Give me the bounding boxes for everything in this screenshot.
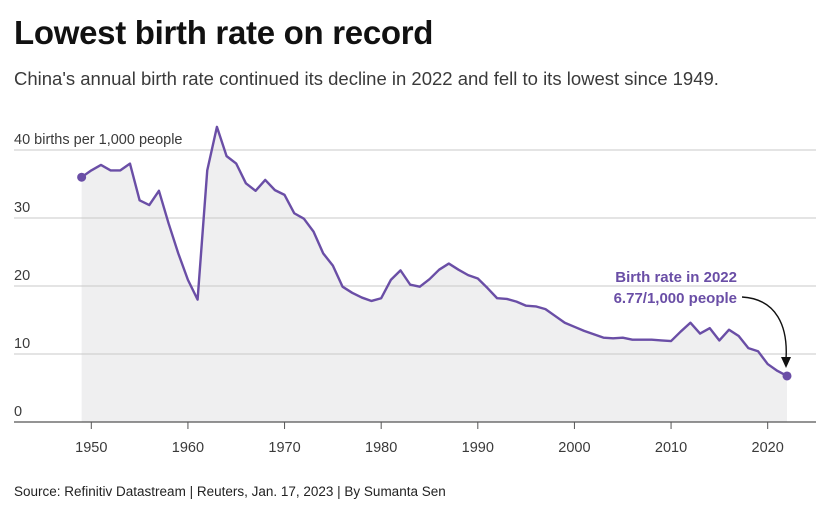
x-tick-label: 1950 <box>75 440 107 456</box>
x-tick-label: 1980 <box>365 440 397 456</box>
x-tick-label: 2010 <box>655 440 687 456</box>
start-point-marker <box>77 172 87 182</box>
y-tick-label: 30 <box>14 200 30 216</box>
y-tick-label: 40 births per 1,000 people <box>14 132 183 148</box>
x-tick-label: 1990 <box>462 440 494 456</box>
annotation-arrowhead <box>781 356 792 368</box>
chart-title: Lowest birth rate on record <box>14 14 434 51</box>
x-tick-label: 1970 <box>268 440 300 456</box>
annotation-line-1: Birth rate in 2022 <box>615 269 737 286</box>
annotation-line-2: 6.77/1,000 people <box>614 290 737 307</box>
y-tick-label: 20 <box>14 268 30 284</box>
birth-rate-line <box>80 125 788 378</box>
x-tick-label: 2020 <box>752 440 784 456</box>
y-tick-label: 10 <box>14 336 30 352</box>
source-note: Source: Refinitiv Datastream | Reuters, … <box>14 484 446 499</box>
x-tick-label: 1960 <box>172 440 204 456</box>
chart-subtitle: China's annual birth rate continued its … <box>14 68 719 89</box>
annotation-arrow <box>741 296 787 360</box>
end-point-marker <box>782 371 792 381</box>
y-tick-label: 0 <box>14 404 22 420</box>
x-tick-label: 2000 <box>558 440 590 456</box>
